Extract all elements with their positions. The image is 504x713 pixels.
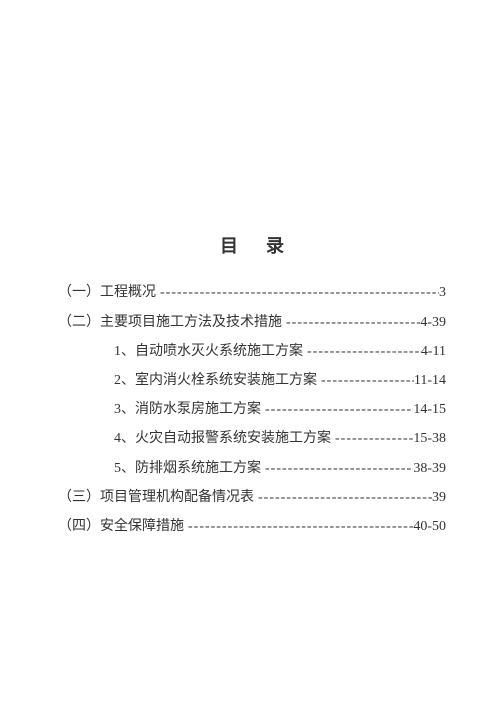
toc-entry: 2、室内消火栓系统安装施工方案 ------------------------… <box>58 368 446 393</box>
toc-entry-text: 4、火灾自动报警系统安装施工方案 <box>114 426 331 451</box>
toc-entry: （二）主要项目施工方法及技术措施 -----------------------… <box>58 310 446 335</box>
toc-leader: ----------------------------------------… <box>282 310 420 335</box>
toc-leader: ----------------------------------------… <box>317 368 414 393</box>
toc-entry: （四）安全保障措施 ------------------------------… <box>58 514 446 539</box>
toc-entry-page: 38-39 <box>413 456 446 481</box>
toc-entry-page: 4-39 <box>420 310 446 335</box>
toc-entry-page: 14-15 <box>413 397 446 422</box>
toc-entry-page: 11-14 <box>414 368 446 393</box>
toc-entry-text: （一）工程概况 <box>58 280 156 305</box>
toc-leader: ----------------------------------------… <box>303 339 421 364</box>
toc-list: （一）工程概况 --------------------------------… <box>58 280 446 539</box>
toc-entry-text: （二）主要项目施工方法及技术措施 <box>58 310 282 335</box>
toc-entry: 3、消防水泵房施工方案 ----------------------------… <box>58 397 446 422</box>
toc-entry-page: 39 <box>432 485 446 510</box>
toc-leader: ----------------------------------------… <box>254 485 432 510</box>
toc-entry-page: 40-50 <box>413 514 446 539</box>
toc-entry-text: （三）项目管理机构配备情况表 <box>58 485 254 510</box>
toc-entry: 5、防排烟系统施工方案 ----------------------------… <box>58 456 446 481</box>
toc-entry-page: 3 <box>439 280 446 305</box>
toc-entry: 4、火灾自动报警系统安装施工方案 -----------------------… <box>58 426 446 451</box>
toc-entry: （三）项目管理机构配备情况表 -------------------------… <box>58 485 446 510</box>
toc-leader: ----------------------------------------… <box>261 456 413 481</box>
toc-entry-page: 4-11 <box>421 339 446 364</box>
toc-leader: ----------------------------------------… <box>331 426 413 451</box>
toc-entry-text: （四）安全保障措施 <box>58 514 184 539</box>
toc-entry: （一）工程概况 --------------------------------… <box>58 280 446 305</box>
toc-leader: ----------------------------------------… <box>156 280 439 305</box>
toc-title: 目录 <box>58 230 446 262</box>
toc-entry-text: 3、消防水泵房施工方案 <box>114 397 261 422</box>
toc-leader: ----------------------------------------… <box>261 397 413 422</box>
toc-entry-page: 15-38 <box>413 426 446 451</box>
toc-entry: 1、自动喷水灭火系统施工方案 -------------------------… <box>58 339 446 364</box>
toc-leader: ----------------------------------------… <box>184 514 413 539</box>
toc-entry-text: 1、自动喷水灭火系统施工方案 <box>114 339 303 364</box>
toc-entry-text: 2、室内消火栓系统安装施工方案 <box>114 368 317 393</box>
toc-entry-text: 5、防排烟系统施工方案 <box>114 456 261 481</box>
